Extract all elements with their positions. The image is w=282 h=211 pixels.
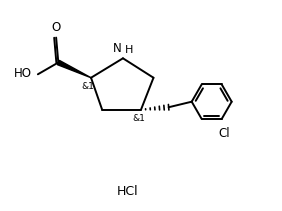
Text: HCl: HCl (116, 185, 138, 198)
Text: HO: HO (14, 67, 32, 80)
Text: N: N (113, 42, 122, 55)
Text: Cl: Cl (218, 127, 230, 140)
Text: &1: &1 (81, 82, 94, 91)
Text: &1: &1 (132, 114, 145, 123)
Text: O: O (52, 21, 61, 34)
Text: H: H (125, 45, 134, 55)
Polygon shape (57, 60, 91, 78)
